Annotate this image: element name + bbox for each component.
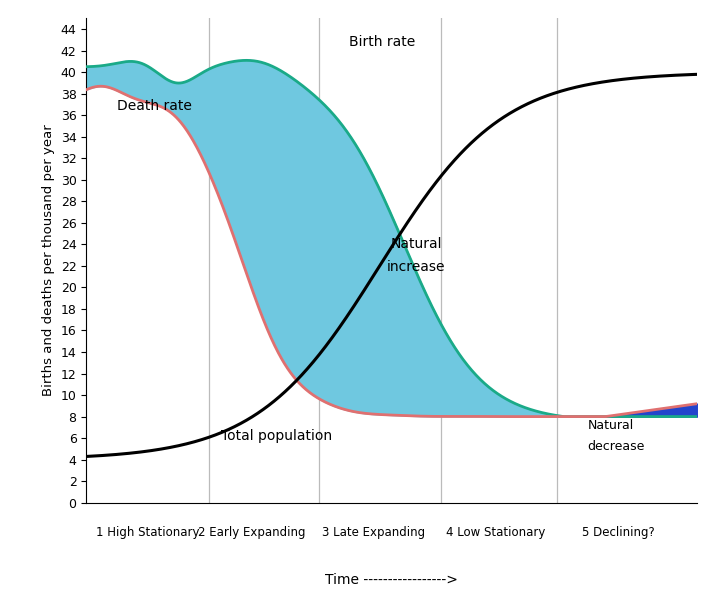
Text: 5 Declining?: 5 Declining? xyxy=(582,527,654,539)
Text: Natural
increase: Natural increase xyxy=(387,237,446,273)
Text: Time ----------------->: Time -----------------> xyxy=(326,573,458,587)
Text: 3 Late Expanding: 3 Late Expanding xyxy=(322,527,425,539)
Text: Total population: Total population xyxy=(221,430,332,443)
Text: Death rate: Death rate xyxy=(116,99,192,113)
Text: 2 Early Expanding: 2 Early Expanding xyxy=(198,527,305,539)
Text: 1 High Stationary: 1 High Stationary xyxy=(96,527,199,539)
Y-axis label: Births and deaths per thousand per year: Births and deaths per thousand per year xyxy=(42,124,55,397)
Text: 4 Low Stationary: 4 Low Stationary xyxy=(446,527,546,539)
Text: Natural
decrease: Natural decrease xyxy=(587,419,645,453)
Text: Birth rate: Birth rate xyxy=(349,34,416,48)
